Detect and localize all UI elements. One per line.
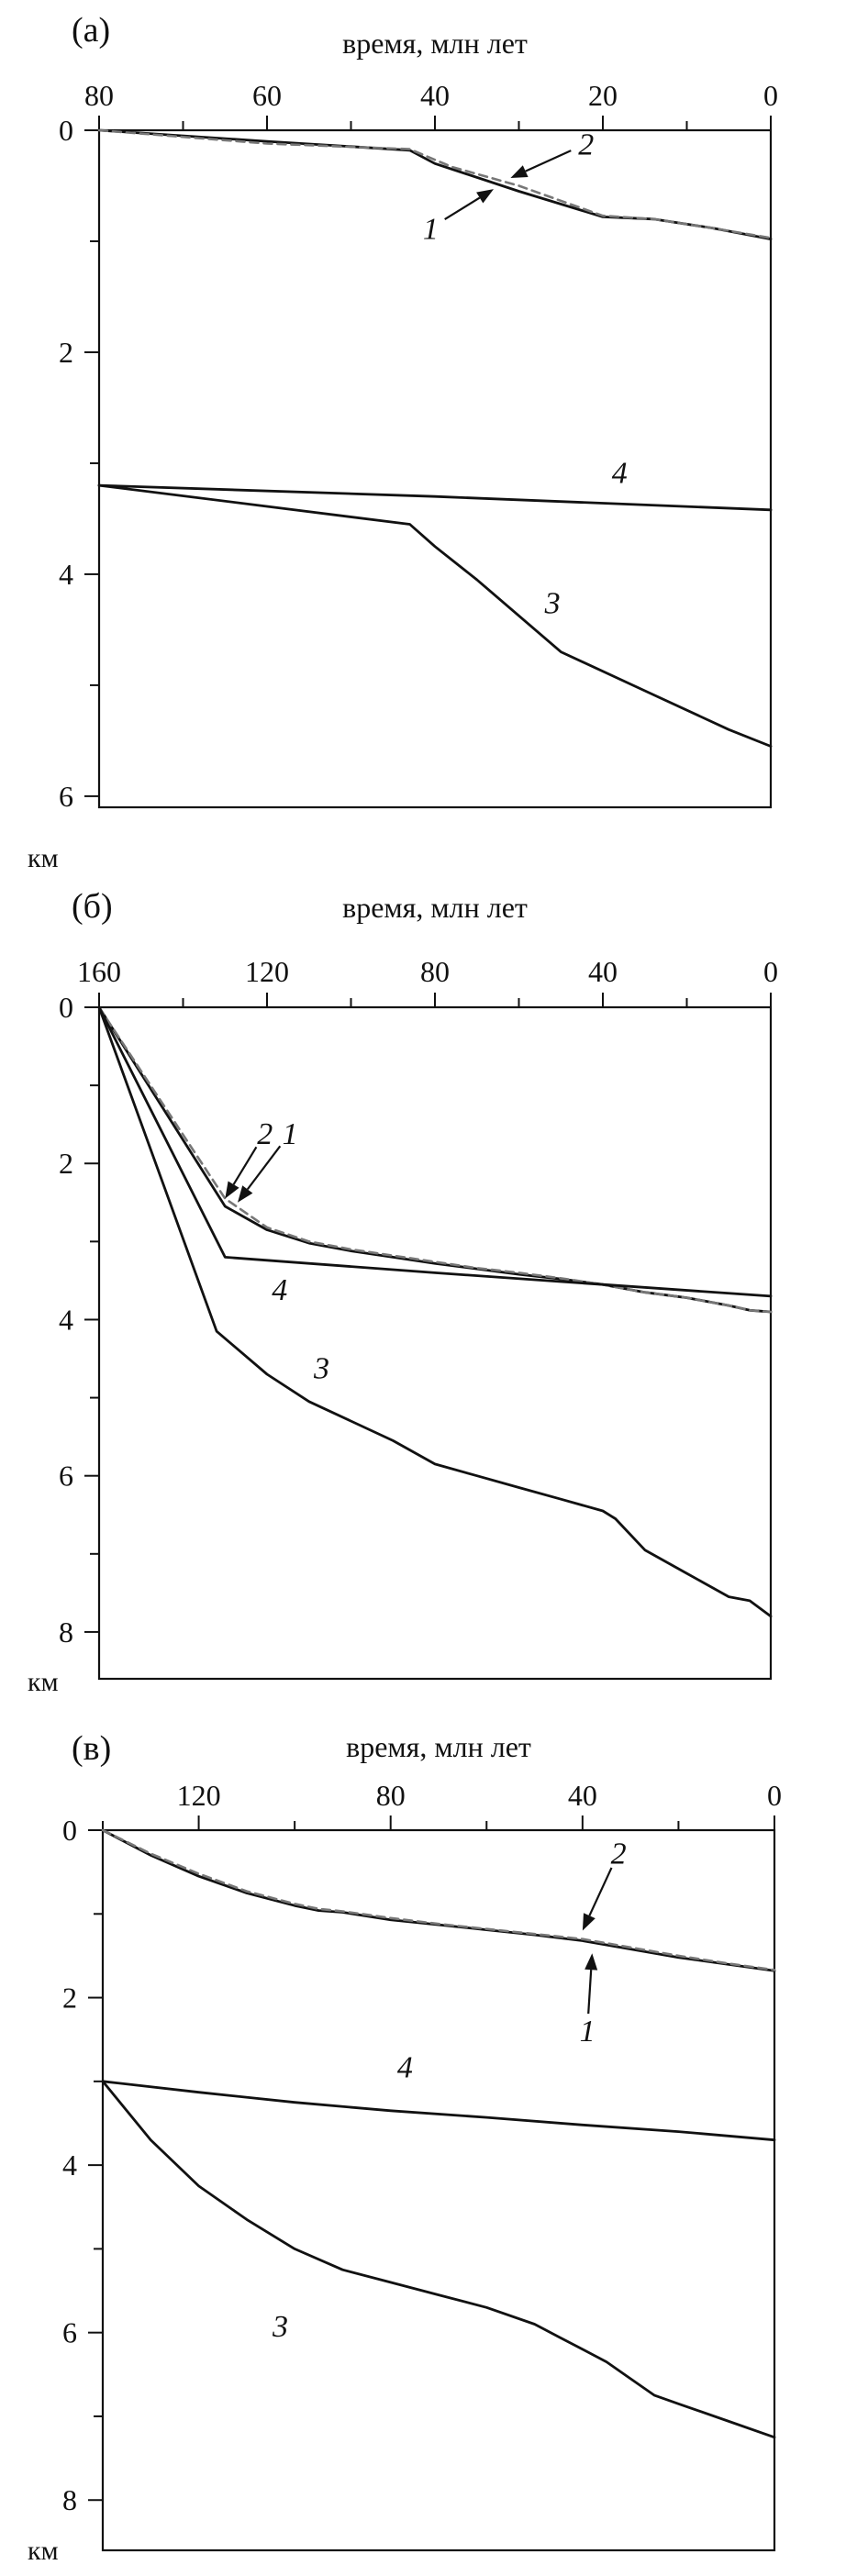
curve-label-1: 1 (580, 2015, 596, 2049)
annotation-arrowhead-1 (238, 1185, 253, 1203)
y-tick-label: 4 (59, 558, 73, 591)
series-2-line (97, 128, 773, 239)
series-2-line (101, 1828, 776, 1971)
x-tick-label: 0 (763, 79, 778, 112)
annotation-arrowhead-1 (584, 1953, 598, 1971)
x-tick-label: 0 (763, 955, 778, 988)
curve-label-2: 2 (257, 1117, 273, 1151)
y-tick-label: 0 (62, 1814, 77, 1847)
x-tick-label: 0 (767, 1779, 782, 1812)
x-tick-label: 80 (84, 79, 114, 112)
chart-panel-3: (в) время, млн лет км 120 80 40 0 0 2 4 6 8 1 2 3 4 (28, 1729, 782, 2566)
y-tick-label: 6 (59, 780, 73, 813)
curve-label-3: 3 (313, 1351, 329, 1385)
series-3-line (97, 1005, 773, 1618)
x-tick-label: 40 (420, 79, 450, 112)
y-tick-label: 4 (59, 1303, 73, 1336)
curve-label-4: 4 (272, 1273, 287, 1307)
y-tick-label: 2 (59, 1147, 73, 1180)
curve-label-3: 3 (544, 586, 561, 620)
x-tick-label: 160 (77, 955, 121, 988)
y-tick-label: 0 (59, 114, 73, 147)
annotation-arrow-2 (588, 1867, 613, 1916)
annotation-arrow-1 (587, 1970, 593, 2015)
annotation-arrowhead-2 (510, 165, 529, 178)
series-4-line (101, 2080, 776, 2142)
y-axis-unit: км (28, 1667, 59, 1697)
x-tick-label: 40 (568, 1779, 597, 1812)
y-axis-unit: км (28, 2536, 59, 2566)
annotation-arrow-2 (525, 150, 572, 172)
chart-panel-1: (а) время, млн лет км 80 60 40 20 0 0 2 4 6 1 2 3 4 (28, 11, 778, 873)
x-tick-label: 20 (588, 79, 618, 112)
curve-label-4: 4 (612, 457, 628, 491)
curve-label-1: 1 (423, 213, 439, 247)
x-tick-label: 60 (252, 79, 282, 112)
x-tick-label: 120 (177, 1779, 221, 1812)
y-tick-label: 6 (59, 1460, 73, 1493)
x-axis-title: время, млн лет (342, 891, 528, 924)
series-2-line (97, 1005, 773, 1314)
annotation-arrowhead-2 (582, 1913, 596, 1931)
y-tick-label: 0 (59, 991, 73, 1024)
x-axis-title: время, млн лет (342, 27, 528, 60)
series-4-line (97, 483, 773, 512)
annotation-arrow-1 (246, 1145, 282, 1191)
y-tick-label: 2 (62, 1982, 77, 2015)
panel-label: (в) (72, 1729, 111, 1768)
annotation-arrowhead-2 (225, 1181, 239, 1199)
panel-label: (а) (72, 11, 110, 50)
y-tick-label: 2 (59, 336, 73, 369)
x-axis-title: время, млн лет (346, 1730, 531, 1763)
annotation-arrowhead-1 (476, 189, 494, 204)
annotation-arrow-1 (444, 196, 481, 221)
series-3-line (97, 483, 773, 748)
annotation-arrow-2 (232, 1146, 258, 1185)
plot-frame (97, 1005, 773, 1681)
curve-label-3: 3 (272, 2310, 288, 2344)
curve-label-2: 2 (611, 1838, 627, 1871)
y-tick-label: 8 (59, 1616, 73, 1649)
y-tick-label: 4 (62, 2149, 77, 2182)
x-tick-label: 80 (376, 1779, 406, 1812)
series-1-line (101, 1828, 776, 1972)
curve-label-2: 2 (578, 128, 594, 162)
curve-label-4: 4 (397, 2050, 413, 2084)
curve-label-1: 1 (283, 1117, 298, 1151)
y-tick-label: 6 (62, 2316, 77, 2349)
series-4-line (97, 1005, 773, 1298)
x-tick-label: 120 (245, 955, 289, 988)
series-3-line (101, 2080, 776, 2439)
panel-label: (б) (72, 887, 113, 926)
y-axis-unit: км (28, 843, 59, 873)
plot-frame (101, 1828, 776, 2552)
y-tick-label: 8 (62, 2483, 77, 2516)
x-tick-label: 40 (588, 955, 618, 988)
x-tick-label: 80 (420, 955, 450, 988)
